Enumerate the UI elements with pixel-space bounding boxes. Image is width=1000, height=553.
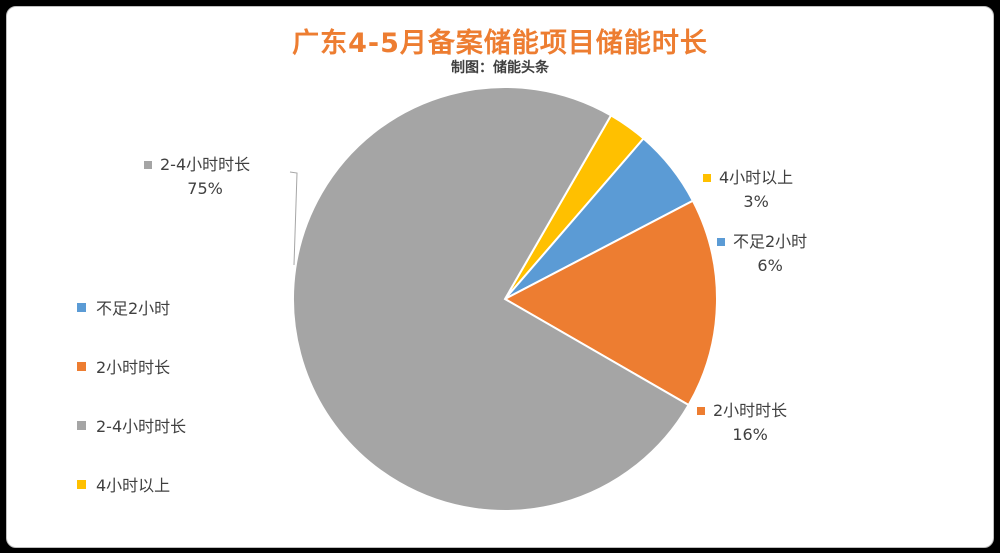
legend-item: 4小时以上	[77, 474, 186, 495]
data-label-category: 2小时时长	[713, 401, 787, 420]
legend-swatch	[77, 479, 86, 489]
chart-frame: 广东4-5月备案储能项目储能时长 制图：储能头条 4小时以上 3% 不足2小时 6% 2…	[6, 6, 994, 548]
label-swatch	[703, 174, 711, 182]
data-label-value: 75%	[187, 179, 223, 198]
data-label: 2-4小时时长 75%	[144, 155, 250, 198]
legend-swatch	[77, 302, 86, 312]
leader-line	[289, 171, 298, 266]
data-label: 4小时以上 3%	[703, 168, 793, 211]
data-label-category: 4小时以上	[719, 168, 793, 187]
pie-slice	[292, 86, 690, 512]
label-swatch	[697, 407, 705, 415]
data-label-category: 不足2小时	[733, 232, 807, 251]
legend-item: 2小时时长	[77, 356, 186, 377]
pie-chart: 4小时以上 3% 不足2小时 6% 2小时时长 16% 2-4小时时长 75%	[144, 86, 807, 512]
data-label: 2小时时长 16%	[697, 401, 787, 444]
data-label-value: 6%	[757, 256, 782, 275]
chart-subtitle: 制图：储能头条	[451, 60, 549, 76]
label-swatch	[144, 161, 152, 169]
legend-item: 2-4小时时长	[77, 415, 187, 436]
legend: 不足2小时 2小时时长 2-4小时时长 4小时以上	[77, 297, 186, 533]
label-swatch	[717, 238, 725, 246]
leader-lines	[289, 171, 298, 266]
pie-slice	[502, 199, 718, 407]
legend-label: 不足2小时	[96, 299, 171, 318]
legend-swatch	[77, 420, 86, 430]
data-label-value: 3%	[743, 192, 768, 211]
legend-item: 不足2小时	[77, 297, 186, 318]
chart-title: 广东4-5月备案储能项目储能时长	[292, 28, 708, 59]
data-label: 不足2小时 6%	[717, 232, 807, 275]
legend-label: 4小时以上	[96, 476, 171, 495]
legend-label: 2小时时长	[96, 358, 171, 377]
legend-label: 2-4小时时长	[96, 417, 187, 436]
legend-swatch	[77, 361, 86, 371]
data-label-category: 2-4小时时长	[160, 155, 250, 174]
data-label-value: 16%	[732, 425, 768, 444]
pie-slices	[292, 86, 718, 512]
data-labels: 4小时以上 3% 不足2小时 6% 2小时时长 16% 2-4小时时长 75%	[144, 155, 807, 444]
